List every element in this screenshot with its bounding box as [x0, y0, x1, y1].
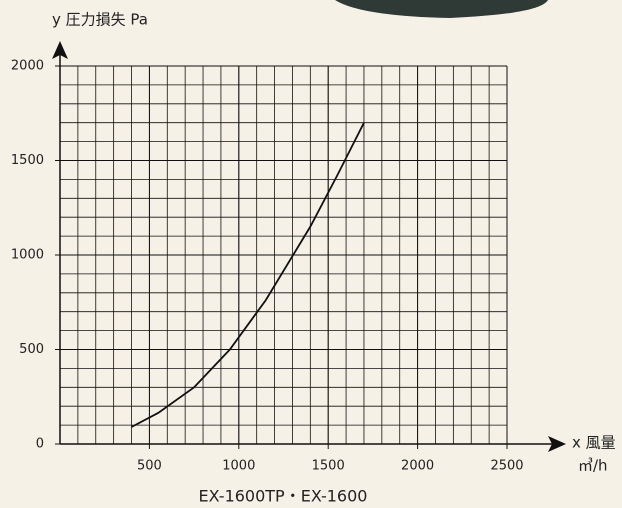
curve: [131, 122, 365, 428]
x-axis-unit: ㎥/h: [578, 457, 608, 475]
caption: EX-1600TP・EX-1600: [199, 487, 368, 506]
y-tick-label: 500: [19, 342, 44, 357]
y-tick-label: 0: [36, 437, 44, 452]
y-tick-label: 1000: [11, 248, 44, 263]
x-tick-label: 1000: [222, 459, 255, 474]
y-tick-label: 1500: [11, 153, 44, 168]
y-arrow: [52, 41, 68, 59]
x-tick-label: 2500: [490, 459, 523, 474]
y-axis-label: y 圧力損失 Pa: [52, 11, 148, 29]
x-tick-label: 500: [137, 459, 162, 474]
product-image: [335, 0, 548, 18]
y-tick-label: 2000: [11, 59, 44, 74]
x-arrow: [548, 436, 566, 452]
x-tick-label: 2000: [401, 459, 434, 474]
x-axis-label: x 風量: [572, 434, 616, 452]
x-tick-label: 1500: [312, 459, 345, 474]
